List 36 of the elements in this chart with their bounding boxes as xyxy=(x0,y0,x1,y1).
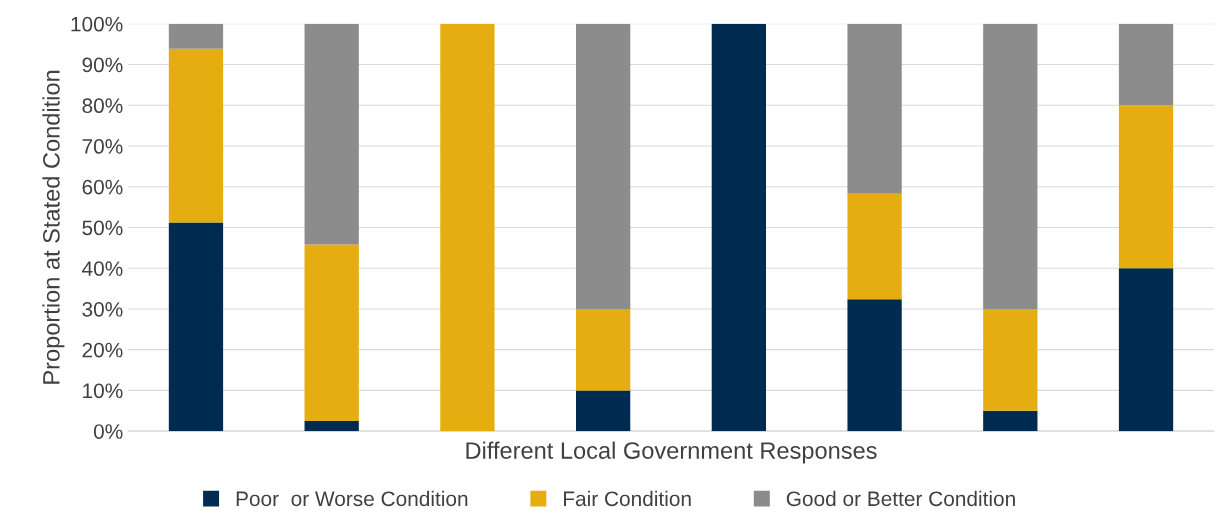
y-tick-label: 90% xyxy=(82,57,123,73)
bar xyxy=(983,23,1038,309)
y-tick-label: 10% xyxy=(83,383,123,399)
bar xyxy=(1118,23,1174,106)
bar xyxy=(847,23,902,194)
y-tick-label: 70% xyxy=(82,139,123,154)
bar xyxy=(168,222,224,432)
bar xyxy=(575,390,631,432)
bar xyxy=(847,193,902,300)
y-tick-label: 40% xyxy=(82,261,123,276)
bar xyxy=(983,308,1038,411)
legend-label: Fair Condition xyxy=(564,490,691,507)
bar xyxy=(1118,268,1174,432)
bar xyxy=(304,244,359,421)
bar xyxy=(304,23,359,245)
y-tick-label: 100% xyxy=(71,16,123,32)
legend-label: Poor or Worse Condition xyxy=(236,490,468,507)
bar xyxy=(168,23,224,49)
bar xyxy=(440,23,495,432)
bar xyxy=(1118,105,1174,269)
bar xyxy=(575,23,631,309)
x-axis-title: Different Local Government Responses xyxy=(466,441,877,464)
y-tick-label: 80% xyxy=(82,98,123,114)
bar xyxy=(168,48,224,223)
bar xyxy=(711,23,767,432)
y-tick-label: 30% xyxy=(82,301,123,317)
bar xyxy=(983,410,1038,432)
bar xyxy=(304,420,359,432)
legend-label: Good or Better Condition xyxy=(786,490,1015,507)
y-tick-label: 0% xyxy=(93,424,123,439)
y-tick-label: 20% xyxy=(82,342,123,358)
y-tick-label: 50% xyxy=(82,220,123,236)
bar xyxy=(575,308,631,391)
bar xyxy=(847,299,902,432)
y-axis-title: Proportion at Stated Condition xyxy=(42,70,65,384)
y-tick-label: 60% xyxy=(82,179,123,195)
